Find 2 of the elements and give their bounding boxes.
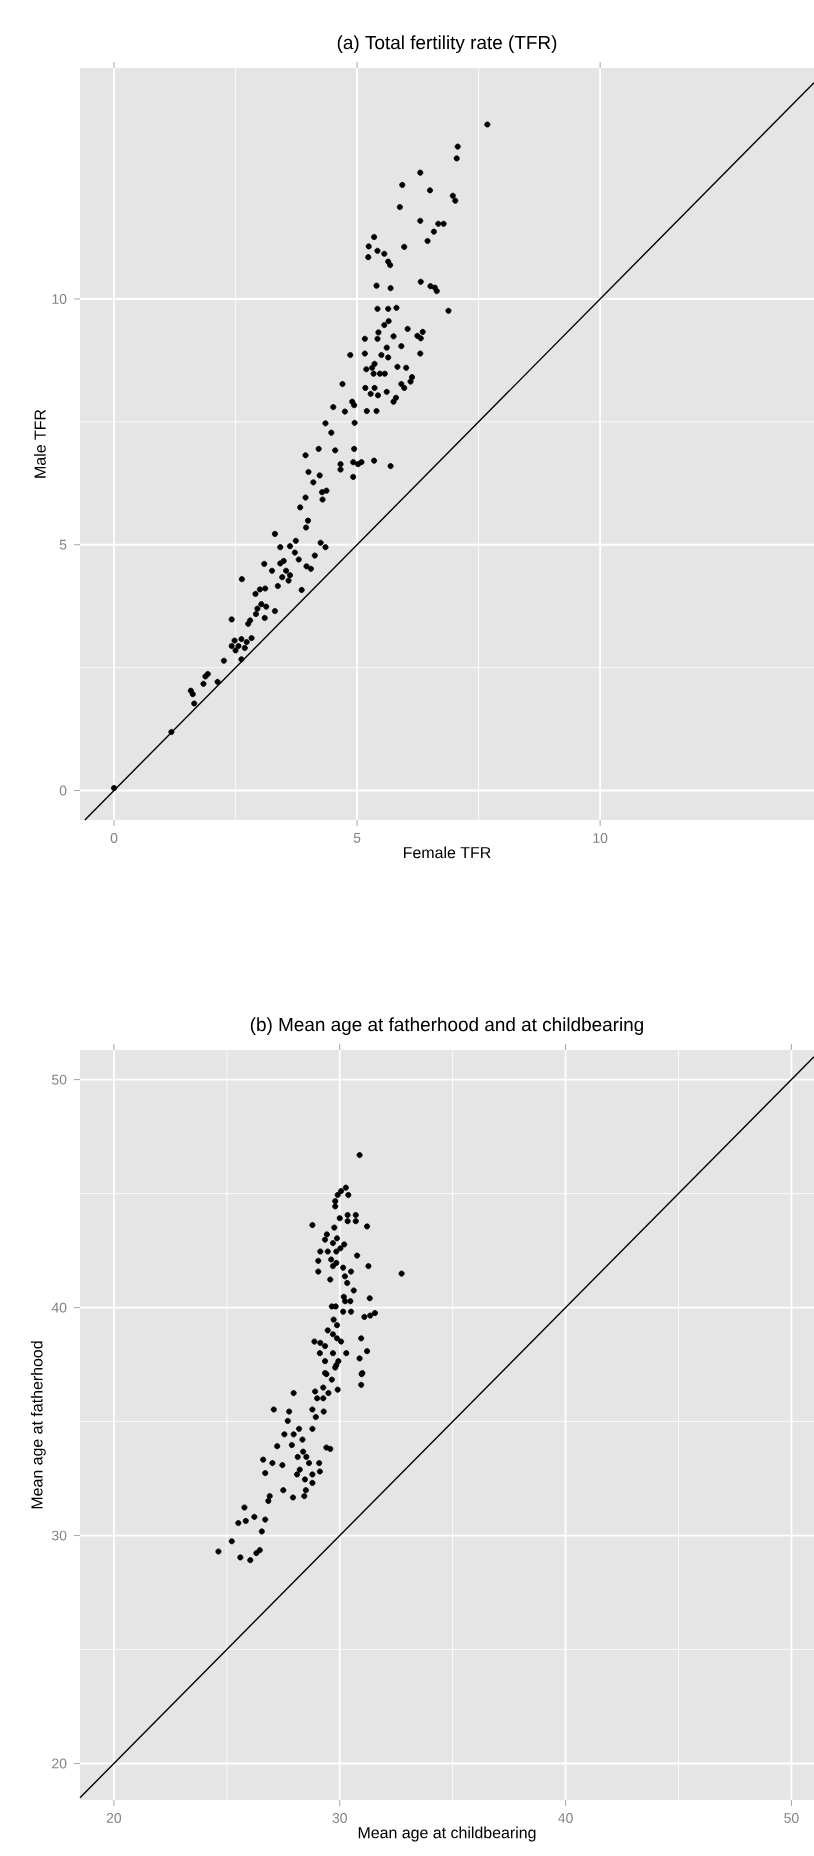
chart-title: (b) Mean age at fatherhood and at childbearing (250, 1017, 644, 1035)
chart-title: (a) Total fertility rate (TFR) (337, 35, 557, 53)
